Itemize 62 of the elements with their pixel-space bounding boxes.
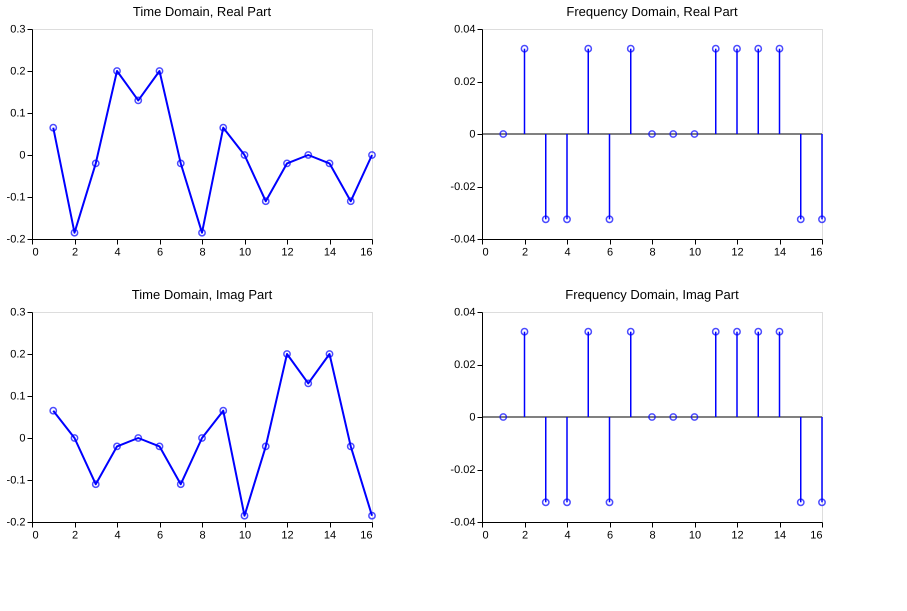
chart-title: Frequency Domain, Real Part — [566, 4, 738, 19]
x-tick-label: 8 — [649, 246, 656, 258]
x-tick-label: 2 — [72, 530, 78, 542]
x-tick-label: 16 — [810, 246, 822, 258]
x-tick-label: 8 — [199, 530, 206, 542]
x-tick-label: 14 — [324, 246, 336, 258]
y-tick-label: 0.1 — [10, 390, 26, 402]
x-tick-label: 16 — [360, 530, 372, 542]
y-tick-label: 0.02 — [454, 76, 476, 88]
x-tick-label: 16 — [360, 246, 372, 258]
chart-title: Time Domain, Imag Part — [132, 287, 273, 302]
chart-title: Frequency Domain, Imag Part — [565, 287, 740, 302]
x-tick-label: 10 — [688, 246, 702, 258]
x-tick-label: 6 — [606, 246, 614, 258]
y-tick-label: -0.1 — [6, 474, 26, 486]
x-tick-label: 4 — [564, 530, 571, 542]
y-tick-label: 0.2 — [10, 66, 26, 78]
y-tick-label: 0.2 — [10, 348, 26, 360]
y-tick-label: -0.2 — [6, 516, 26, 528]
x-tick-label: 12 — [281, 246, 294, 258]
x-tick-label: 0 — [482, 530, 489, 542]
x-tick-label: 10 — [238, 246, 252, 258]
x-tick-label: 10 — [688, 530, 702, 542]
x-tick-label: 8 — [649, 530, 656, 542]
x-tick-label: 12 — [281, 530, 294, 542]
y-tick-label: 0.3 — [10, 306, 26, 318]
x-tick-label: 2 — [72, 246, 78, 258]
y-tick-label: -0.02 — [450, 181, 476, 193]
y-tick-label: 0 — [469, 412, 476, 424]
y-tick-label: -0.1 — [6, 192, 26, 204]
y-tick-label: -0.04 — [450, 516, 476, 528]
x-tick-label: 6 — [606, 530, 614, 542]
y-tick-label: -0.2 — [6, 234, 26, 246]
x-tick-label: 12 — [731, 246, 744, 258]
x-tick-label: 4 — [114, 530, 121, 542]
x-tick-label: 2 — [522, 530, 528, 542]
x-tick-label: 2 — [522, 246, 528, 258]
x-tick-label: 4 — [564, 246, 571, 258]
x-tick-label: 6 — [156, 530, 164, 542]
y-tick-label: 0.04 — [454, 24, 476, 36]
y-tick-label: 0 — [469, 128, 476, 140]
x-tick-label: 0 — [32, 530, 39, 542]
x-tick-label: 14 — [774, 530, 786, 542]
y-tick-label: 0 — [19, 432, 26, 444]
x-tick-label: 0 — [32, 246, 39, 258]
x-tick-label: 4 — [114, 246, 121, 258]
y-tick-label: -0.02 — [450, 464, 476, 476]
y-tick-label: -0.04 — [450, 234, 476, 246]
y-tick-label: 0 — [19, 150, 26, 162]
x-tick-label: 12 — [731, 530, 744, 542]
x-tick-label: 6 — [156, 246, 164, 258]
y-tick-label: 0.1 — [10, 108, 26, 120]
y-tick-label: 0.04 — [454, 306, 476, 318]
x-tick-label: 8 — [199, 246, 206, 258]
x-tick-label: 10 — [238, 530, 252, 542]
y-tick-label: 0.3 — [10, 24, 26, 36]
x-tick-label: 0 — [482, 246, 489, 258]
x-tick-label: 16 — [810, 530, 822, 542]
x-tick-label: 14 — [324, 530, 336, 542]
y-tick-label: 0.02 — [454, 359, 476, 371]
x-tick-label: 14 — [774, 246, 786, 258]
chart-title: Time Domain, Real Part — [132, 4, 272, 19]
